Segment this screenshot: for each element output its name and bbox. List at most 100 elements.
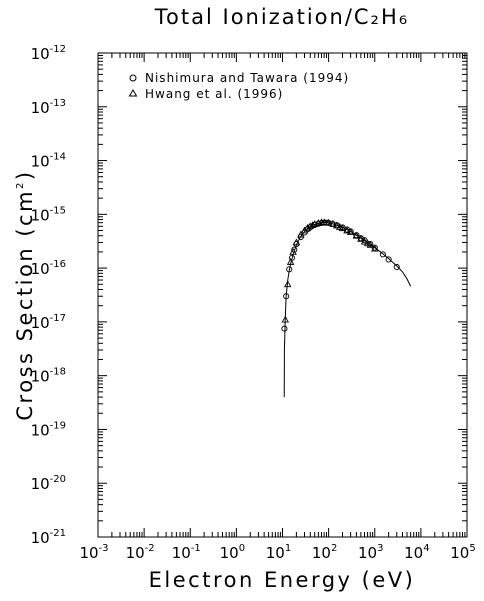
y-tick-label: 10-20 xyxy=(31,474,66,493)
y-tick-exponent: -21 xyxy=(50,528,66,539)
y-tick-base: 10 xyxy=(31,99,50,117)
y-tick-label: 10-18 xyxy=(31,367,66,386)
y-axis-label-sup: 2 xyxy=(15,180,26,189)
x-tick-label: 102 xyxy=(312,543,337,562)
x-tick-base: 10 xyxy=(404,544,423,562)
x-tick-exponent: -2 xyxy=(145,543,155,554)
x-tick-label: 10-1 xyxy=(172,543,201,562)
x-tick-label: 105 xyxy=(450,543,475,562)
data-point-hwang xyxy=(346,228,355,235)
data-point-hwang xyxy=(289,247,297,255)
legend-item-nishimura: Nishimura and Tawara (1994) xyxy=(129,71,349,85)
data-point-hwang xyxy=(292,238,301,246)
data-point-hwang xyxy=(366,240,375,248)
data-point-hwang xyxy=(338,224,347,232)
data-point-nishimura xyxy=(281,325,288,332)
x-tick-base: 10 xyxy=(126,544,145,562)
y-tick-label: 10-13 xyxy=(31,98,66,117)
y-axis-label-suffix: ) xyxy=(13,169,37,180)
data-point-nishimura xyxy=(283,293,290,300)
y-tick-exponent: -16 xyxy=(50,259,66,270)
y-tick-base: 10 xyxy=(31,206,50,224)
y-tick-label: 10-17 xyxy=(31,313,66,332)
data-point-hwang xyxy=(286,258,295,265)
y-tick-label: 10-14 xyxy=(31,152,66,171)
x-tick-exponent: -3 xyxy=(99,543,109,554)
data-point-hwang xyxy=(363,239,372,247)
y-tick-label: 10-19 xyxy=(31,420,66,439)
y-tick-label: 10-21 xyxy=(31,528,66,547)
axis-ticks xyxy=(97,53,467,538)
x-tick-base: 10 xyxy=(172,544,191,562)
y-tick-base: 10 xyxy=(31,314,50,332)
x-tick-base: 10 xyxy=(79,544,98,562)
y-tick-base: 10 xyxy=(31,45,50,63)
x-tick-exponent: 2 xyxy=(331,543,337,554)
y-tick-label: 10-15 xyxy=(31,205,66,224)
y-tick-label: 10-12 xyxy=(31,44,66,63)
data-point-nishimura xyxy=(286,266,293,273)
data-point-hwang xyxy=(352,231,361,239)
data-point-hwang xyxy=(332,221,341,229)
x-tick-label: 100 xyxy=(220,543,245,562)
y-tick-base: 10 xyxy=(31,475,50,493)
data-point-hwang xyxy=(283,280,292,288)
y-tick-labels: 10-2110-2010-1910-1810-1710-1610-1510-14… xyxy=(31,44,66,547)
legend-triangle-marker xyxy=(128,89,138,97)
x-tick-label: 103 xyxy=(358,543,383,562)
data-point-hwang xyxy=(357,234,365,242)
x-tick-base: 10 xyxy=(220,544,239,562)
x-axis-label: Electron Energy (eV) xyxy=(149,568,416,592)
data-point-hwang xyxy=(370,244,379,252)
data-point-hwang xyxy=(320,218,328,226)
y-axis-label-prefix: Cross Section (cm xyxy=(13,189,37,421)
legend-label-nishimura: Nishimura and Tawara (1994) xyxy=(145,71,349,85)
data-point-nishimura xyxy=(393,263,400,271)
x-tick-exponent: 3 xyxy=(377,543,383,554)
plot-frame xyxy=(97,52,468,538)
x-tick-exponent: 4 xyxy=(423,543,429,554)
x-tick-label: 104 xyxy=(404,543,429,562)
data-point-hwang xyxy=(324,218,333,226)
data-point-hwang xyxy=(360,237,369,245)
y-tick-exponent: -18 xyxy=(50,367,66,378)
data-point-hwang xyxy=(308,221,317,228)
x-tick-base: 10 xyxy=(358,544,377,562)
x-tick-base: 10 xyxy=(450,544,469,562)
x-tick-exponent: -1 xyxy=(191,543,201,554)
data-point-hwang xyxy=(329,220,337,227)
x-tick-base: 10 xyxy=(312,544,331,562)
legend: Nishimura and Tawara (1994) Hwang et al.… xyxy=(128,71,349,101)
legend-circle-marker xyxy=(129,74,137,82)
y-tick-exponent: -15 xyxy=(50,205,66,216)
data-point-nishimura xyxy=(291,246,298,253)
fit-curve-line xyxy=(283,221,412,398)
legend-item-hwang: Hwang et al. (1996) xyxy=(128,87,282,101)
y-tick-exponent: -13 xyxy=(50,98,66,109)
data-point-nishimura xyxy=(379,251,386,258)
y-tick-base: 10 xyxy=(31,260,50,278)
x-tick-labels: 10-3 10-2 10-1 100 101 102 103 104 105 xyxy=(79,543,475,562)
x-tick-exponent: 0 xyxy=(239,543,245,554)
x-tick-exponent: 5 xyxy=(469,543,475,554)
y-tick-exponent: -12 xyxy=(50,44,66,55)
x-tick-label: 10-2 xyxy=(126,543,155,562)
data-point-hwang xyxy=(297,230,305,238)
y-tick-exponent: -20 xyxy=(50,474,66,485)
x-tick-label: 101 xyxy=(266,543,291,562)
y-tick-exponent: -19 xyxy=(50,420,66,431)
y-tick-base: 10 xyxy=(31,421,50,439)
x-tick-exponent: 1 xyxy=(285,543,291,554)
chart-title: Total Ionization/C₂H₆ xyxy=(154,5,409,29)
x-tick-label: 10-3 xyxy=(79,543,108,562)
y-tick-label: 10-16 xyxy=(31,259,66,278)
data-point-hwang xyxy=(343,226,351,234)
data-point-nishimura xyxy=(385,256,392,263)
data-points xyxy=(281,218,400,332)
y-axis-label: Cross Section (cm2) xyxy=(13,169,37,420)
y-tick-base: 10 xyxy=(31,368,50,386)
x-tick-base: 10 xyxy=(266,544,285,562)
y-tick-base: 10 xyxy=(31,153,50,171)
fit-curve xyxy=(283,221,412,398)
